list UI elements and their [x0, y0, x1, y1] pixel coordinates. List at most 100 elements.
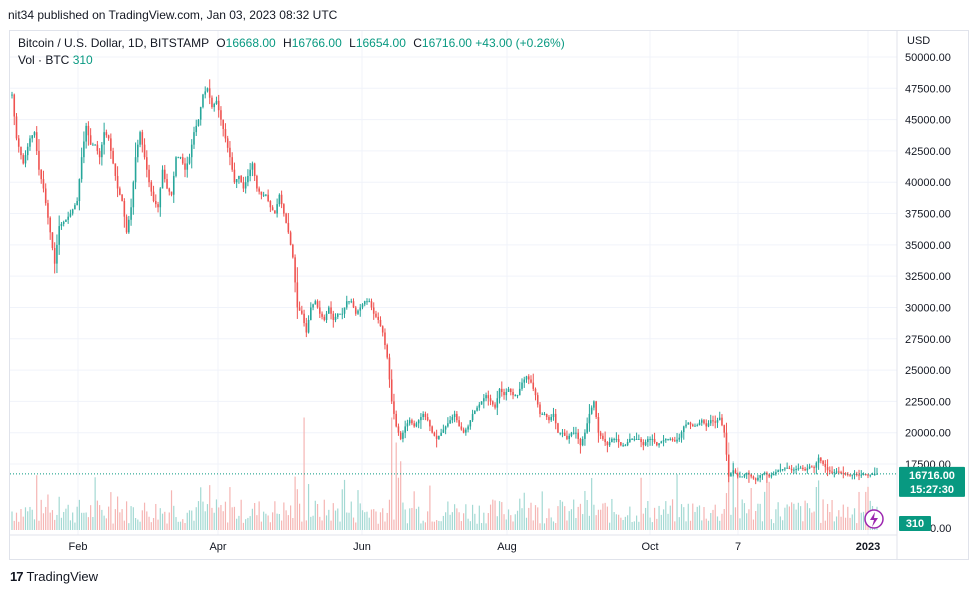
price-tick-label: 50000.00	[905, 52, 951, 64]
candle-body	[132, 182, 135, 208]
volume-bar	[701, 520, 703, 530]
volume-bar	[321, 520, 323, 530]
volume-bar	[779, 516, 781, 530]
candle-body	[545, 413, 548, 418]
volume-bar	[103, 515, 105, 530]
volume-bar	[29, 506, 31, 530]
candle-body	[523, 379, 526, 383]
volume-bar	[624, 516, 626, 530]
candle-body	[224, 129, 227, 139]
candle-body	[820, 457, 822, 461]
volume-bar	[146, 511, 148, 530]
volume-bar	[49, 512, 51, 530]
candle-body	[489, 398, 492, 402]
candle-body	[330, 307, 332, 314]
candle-body	[680, 432, 683, 438]
candle-body	[709, 420, 712, 424]
candle-body	[799, 467, 802, 469]
volume-bar	[541, 491, 543, 530]
volume-bar	[478, 505, 480, 530]
candle-body	[29, 138, 31, 147]
volume-bar	[116, 496, 119, 530]
candle-body	[314, 301, 317, 305]
candle-body	[130, 207, 132, 220]
candle-body	[310, 307, 312, 320]
candle-body	[579, 438, 582, 446]
candle-body	[869, 474, 872, 476]
volume-bar	[573, 499, 575, 530]
candle-body	[285, 213, 287, 223]
volume-bar	[618, 514, 620, 530]
candle-body	[399, 432, 402, 439]
candle-body	[617, 438, 620, 443]
candle-body	[62, 221, 65, 224]
volume-bar	[36, 475, 38, 530]
candle-body	[620, 442, 622, 446]
volume-bar	[420, 523, 422, 530]
volume-bar	[462, 513, 465, 530]
candle-body	[824, 464, 827, 468]
candle-body	[195, 125, 198, 133]
candle-body	[11, 94, 13, 96]
price-tick-label: 32500.00	[905, 271, 951, 283]
volume-bar	[431, 521, 433, 530]
volume-bar	[69, 520, 72, 530]
footer-brand[interactable]: 17 TradingView	[10, 569, 98, 584]
candle-body	[557, 423, 559, 433]
candle-body	[58, 226, 60, 245]
candle-body	[361, 304, 364, 308]
candle-body	[280, 194, 283, 205]
volume-bar	[851, 514, 853, 530]
candle-body	[253, 163, 256, 176]
candle-body	[197, 119, 200, 126]
candle-body	[851, 474, 854, 476]
volume-bar	[60, 517, 63, 530]
volume-bar	[728, 442, 730, 530]
volume-bar	[415, 508, 418, 530]
candle-body	[168, 188, 171, 192]
volume-bar	[328, 509, 330, 530]
candle-body	[460, 426, 463, 430]
candle-body	[316, 301, 319, 308]
price-tick-label: 27500.00	[905, 334, 951, 346]
candle-body	[752, 476, 755, 479]
volume-bar	[314, 500, 316, 530]
candle-body	[727, 454, 730, 477]
volume-value: 310	[72, 53, 93, 67]
candle-body	[581, 438, 584, 446]
volume-bar	[137, 519, 139, 530]
candle-body	[586, 423, 588, 433]
volume-bar	[121, 509, 123, 530]
candle-body	[521, 382, 523, 389]
price-tick-label: 35000.00	[905, 240, 951, 252]
candle-body	[206, 88, 209, 92]
candle-body	[633, 438, 636, 440]
candle-body	[525, 376, 528, 380]
volume-bar	[105, 518, 107, 530]
candle-body	[838, 471, 840, 473]
candle-body	[44, 188, 47, 204]
volume-bar	[67, 504, 69, 530]
currency-label[interactable]: USD	[907, 35, 931, 47]
volume-bar	[211, 507, 213, 530]
volume-bar	[352, 517, 355, 530]
candle-body	[597, 417, 600, 433]
candle-body	[65, 219, 67, 222]
volume-bar	[373, 509, 375, 530]
candle-body	[572, 432, 575, 434]
candle-body	[267, 194, 269, 202]
volume-bar	[465, 504, 467, 530]
candle-body	[128, 219, 130, 233]
candle-body	[215, 100, 218, 104]
candle-body	[456, 413, 458, 421]
volume-bar	[312, 515, 314, 530]
volume-bar	[842, 504, 844, 530]
candle-body	[42, 179, 45, 189]
volume-bar	[42, 513, 45, 530]
volume-bar	[175, 517, 177, 530]
time-tick-label: 2023	[856, 541, 880, 553]
volume-bar	[325, 515, 328, 530]
candle-body	[159, 188, 162, 208]
candle-body	[283, 204, 285, 214]
